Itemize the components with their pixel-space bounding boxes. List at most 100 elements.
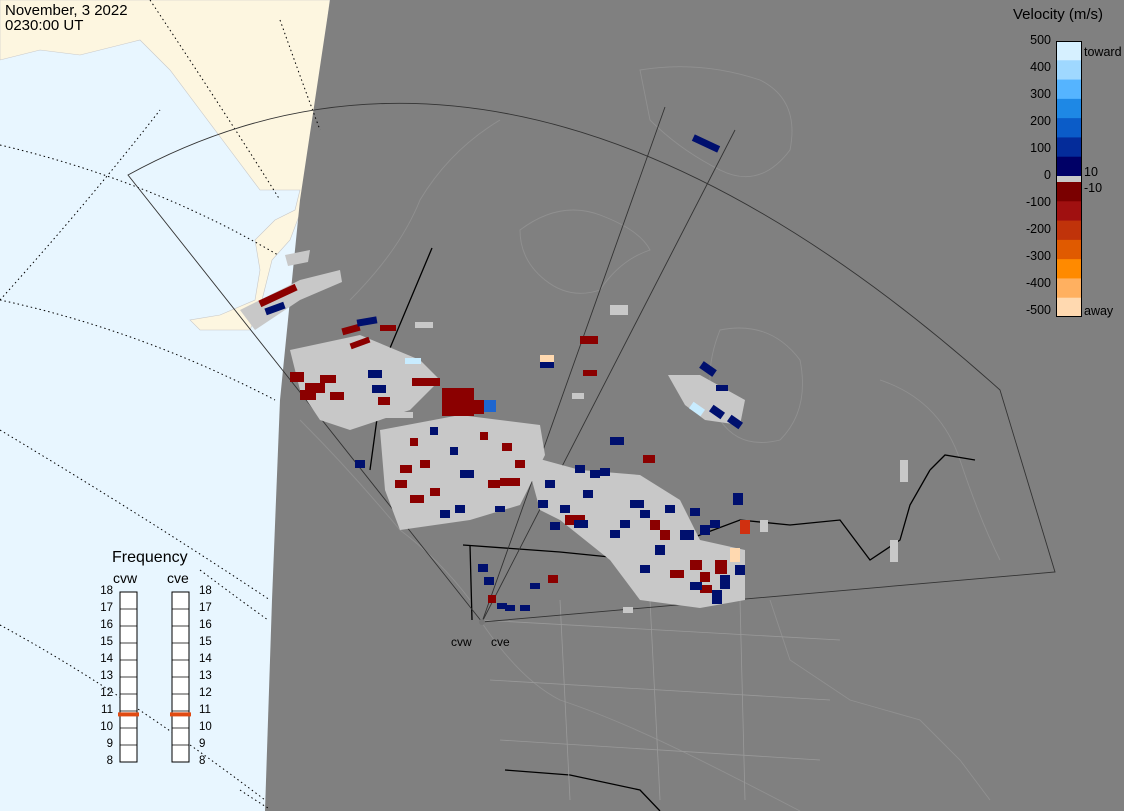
colorbar-tick-label: -400	[1025, 276, 1051, 290]
velocity-cell	[470, 400, 484, 414]
velocity-cell	[740, 520, 750, 534]
velocity-cell	[400, 465, 412, 473]
velocity-cell	[590, 470, 600, 478]
frequency-marker	[170, 712, 191, 717]
radar-site-label-cve: cve	[491, 635, 510, 649]
velocity-cell	[380, 325, 396, 331]
velocity-cell	[670, 570, 684, 578]
velocity-colorbar	[1056, 41, 1082, 317]
velocity-cell	[545, 480, 555, 488]
frequency-scale-label: 17	[100, 602, 113, 614]
ground-scatter-cell	[760, 520, 768, 532]
velocity-cell	[538, 500, 548, 508]
colorbar-tick-label: -300	[1025, 249, 1051, 263]
velocity-cell	[500, 478, 520, 486]
frequency-scale-label: 12	[100, 687, 113, 699]
velocity-cell	[720, 575, 730, 589]
colorbar-segment	[1056, 137, 1082, 158]
velocity-cell	[580, 336, 598, 344]
away-label: away	[1084, 304, 1114, 318]
colorbar-segment	[1056, 156, 1082, 177]
frequency-scale-label: 13	[100, 670, 113, 682]
velocity-cell	[660, 530, 670, 540]
frequency-scale-label: 13	[199, 670, 212, 682]
velocity-cell	[640, 510, 650, 518]
velocity-cell	[708, 404, 726, 420]
colorbar-title: Velocity (m/s)	[1013, 6, 1104, 23]
velocity-cell	[341, 323, 361, 336]
velocity-cell	[610, 437, 624, 445]
velocity-cell	[620, 520, 630, 528]
velocity-cell	[690, 508, 700, 516]
ground-scatter-region	[668, 375, 745, 425]
velocity-cell	[410, 438, 418, 446]
ground-scatter-cell	[572, 393, 584, 399]
velocity-cell	[349, 336, 371, 350]
frequency-scale-label: 14	[199, 653, 212, 665]
velocity-cell	[540, 355, 554, 363]
velocity-cell	[495, 506, 505, 512]
colorbar-tick-label: 300	[1030, 87, 1051, 101]
radar-site-label-cvw: cvw	[451, 635, 472, 649]
velocity-cell	[716, 385, 728, 391]
frequency-marker	[118, 712, 139, 717]
velocity-cell	[700, 572, 710, 582]
velocity-cell	[650, 520, 660, 530]
velocity-cell	[395, 480, 407, 488]
velocity-cell	[264, 301, 286, 316]
velocity-cell	[488, 480, 500, 488]
frequency-radar-cve: cve	[167, 570, 189, 586]
frequency-scale-label: 18	[199, 585, 212, 597]
colorbar-tick-label: -200	[1025, 222, 1051, 236]
velocity-cell	[575, 465, 585, 473]
velocity-cell	[405, 358, 421, 364]
velocity-cell	[410, 495, 424, 503]
velocity-cell	[478, 564, 488, 572]
colorbar-zero-band	[1056, 176, 1082, 182]
velocity-cell	[733, 493, 743, 505]
velocity-cell	[372, 385, 386, 393]
frequency-scale-label: 11	[199, 704, 211, 716]
colorbar-segment	[1056, 259, 1082, 279]
frequency-scale-label: 8	[106, 755, 113, 767]
colorbar-tick-label: -100	[1025, 195, 1051, 209]
colorbar-segment	[1056, 220, 1082, 241]
frequency-scale-label: 11	[101, 704, 113, 716]
velocity-cell	[430, 427, 438, 435]
velocity-cell	[665, 505, 675, 513]
velocity-cell	[550, 522, 560, 530]
velocity-cell	[502, 443, 512, 451]
velocity-cell	[690, 560, 702, 570]
velocity-cell	[442, 388, 474, 416]
colorbar-tick-label: 200	[1030, 114, 1051, 128]
colorbar-tick-label: 0	[1044, 168, 1051, 182]
velocity-cell	[515, 460, 525, 468]
velocity-cell	[700, 525, 710, 535]
colorbar-segment	[1056, 297, 1082, 317]
ground-scatter-cell	[890, 540, 898, 562]
frequency-scale-label: 9	[106, 738, 113, 750]
colorbar-frame	[1056, 41, 1082, 317]
velocity-cell	[484, 577, 494, 585]
velocity-cell	[497, 603, 507, 609]
frequency-scale-label: 10	[199, 721, 212, 733]
velocity-cell	[690, 582, 702, 590]
velocity-cell	[505, 605, 515, 611]
colorbar-segment	[1056, 118, 1082, 138]
velocity-cell	[583, 490, 593, 498]
frequency-scale-label: 16	[199, 619, 212, 631]
velocity-cell	[700, 585, 712, 593]
colorbar-segment	[1056, 98, 1082, 119]
velocity-cell	[430, 488, 440, 496]
velocity-cell	[680, 530, 694, 540]
colorbar-segment	[1056, 41, 1082, 61]
velocity-cell	[583, 370, 597, 376]
velocity-cell	[710, 520, 720, 528]
colorbar-tick-label: 100	[1030, 141, 1051, 155]
velocity-cell	[290, 372, 304, 382]
velocity-cell	[735, 565, 745, 575]
velocity-cell	[699, 361, 717, 377]
time-label: 0230:00 UT	[5, 17, 84, 34]
cut-neg-label: -10	[1084, 181, 1103, 195]
